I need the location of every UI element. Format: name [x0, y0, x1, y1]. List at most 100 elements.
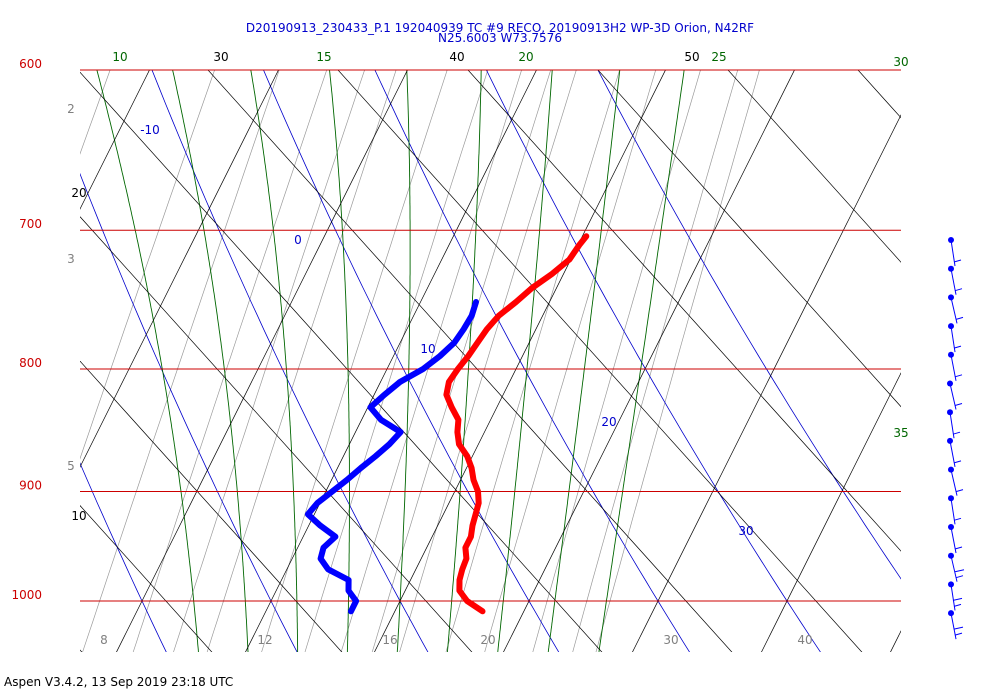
top-axis-label: 15 — [316, 50, 331, 64]
mixing-ratio-line — [261, 70, 448, 652]
isotherm-line — [80, 70, 150, 210]
mixing-ratio-line — [132, 70, 328, 652]
mixing-ratio-line — [595, 70, 760, 652]
wind-barb — [948, 466, 964, 496]
moist-adiabat-line — [250, 70, 299, 652]
diagonal-reference-line — [970, 50, 1000, 670]
wind-barb-flag — [954, 632, 963, 636]
mixing-ratio-line — [572, 70, 739, 652]
isotherm-line — [116, 70, 408, 652]
wind-barb — [948, 237, 962, 267]
wind-barb-flag — [954, 403, 963, 406]
wind-barb — [947, 437, 962, 467]
wind-barb — [948, 323, 962, 353]
top-axis-label: 10 — [112, 50, 127, 64]
top-axis-label: 25 — [711, 50, 726, 64]
isotherm-line — [374, 70, 666, 652]
wind-barb-flag — [952, 597, 963, 601]
wind-barb — [948, 265, 963, 295]
dry-adiabat-line — [597, 70, 901, 580]
dry-adiabat-line — [263, 70, 560, 652]
wind-barb — [948, 524, 963, 554]
mixing-ratio-label: 12 — [257, 633, 272, 647]
wind-barb-flag — [953, 345, 962, 349]
dry-adiabat-line — [0, 0, 40, 662]
moist-adiabat-label: 35 — [893, 426, 908, 440]
wind-barb-flag — [954, 374, 963, 378]
mixing-ratio-label: 40 — [797, 633, 812, 647]
mixing-ratio-line — [484, 70, 657, 652]
mixing-ratio-line — [206, 70, 397, 652]
diagonal-reference-line — [80, 216, 473, 652]
mixing-ratio-label: 20 — [480, 633, 495, 647]
dry-adiabat-line — [151, 70, 429, 652]
wind-barb — [948, 610, 964, 640]
mixing-ratio-label: 3 — [67, 252, 75, 266]
top-axis-label: 50 — [684, 50, 699, 64]
moist-adiabat-line — [547, 70, 621, 652]
wind-barb-flag — [953, 626, 964, 630]
isotherm-line — [890, 630, 901, 652]
grid-layer — [0, 0, 1000, 670]
mixing-ratio-line — [371, 70, 552, 652]
moist-adiabat-line — [497, 70, 553, 652]
mixing-ratio-line — [532, 70, 701, 652]
pressure-label-700: 700 — [19, 217, 42, 231]
isotherm-line — [0, 0, 56, 662]
wind-barb-flag — [954, 569, 965, 573]
temperature-profile — [443, 233, 590, 615]
moist-adiabat-line — [598, 70, 685, 652]
dry-adiabat-line — [485, 70, 821, 652]
mixing-ratio-line — [340, 70, 522, 652]
wind-barb — [948, 552, 965, 582]
theta-label: 0 — [294, 233, 302, 247]
moist-adiabat-line — [96, 70, 199, 652]
mixing-ratio-line — [80, 70, 215, 460]
mixing-ratio-label: 2 — [67, 102, 75, 116]
top-axis-label: 20 — [518, 50, 533, 64]
dry-adiabat-line — [80, 172, 298, 652]
wind-barb-flag — [953, 460, 962, 464]
diagonal-reference-line — [207, 70, 733, 652]
top-axis-label: 30 — [213, 50, 228, 64]
mixing-ratio-label: 16 — [382, 633, 397, 647]
mixing-ratio-label: 8 — [100, 633, 108, 647]
mixing-ratio-line — [173, 70, 365, 652]
wind-barb — [948, 581, 963, 611]
wind-barb — [948, 351, 963, 381]
diagonal-reference-line — [857, 70, 901, 119]
isotherm-line — [761, 372, 901, 652]
isotherm-line — [245, 70, 537, 652]
wind-barb-flag — [953, 259, 962, 263]
pressure-label-900: 900 — [19, 478, 42, 492]
top-axis-label: 30 — [893, 55, 908, 69]
theta-label: -10 — [140, 123, 160, 137]
diagonal-reference-line — [467, 70, 901, 552]
wind-barb-flag — [955, 316, 964, 320]
dewpoint-profile — [304, 299, 479, 615]
isotherm-line — [503, 70, 795, 652]
isotherm-line — [632, 114, 901, 652]
isotherm-line — [80, 70, 279, 468]
footer-text: Aspen V3.4.2, 13 Sep 2019 23:18 UTC — [4, 675, 234, 689]
moist-adiabat-line — [446, 70, 482, 652]
chart-title: D20190913_230433_P.1 192040939 TC #9 REC… — [245, 21, 755, 35]
isotherm-label: 10 — [71, 509, 86, 523]
pressure-label-800: 800 — [19, 356, 42, 370]
wind-barb-flag — [953, 603, 962, 607]
diagonal-reference-line — [80, 649, 83, 652]
mixing-ratio-line — [399, 70, 577, 652]
pressure-label-600: 600 — [19, 57, 42, 71]
mixing-ratio-line — [82, 70, 280, 652]
diagonal-reference-line — [80, 505, 213, 652]
diagonal-reference-line — [337, 70, 863, 652]
wind-barb-flag — [954, 288, 963, 292]
wind-barb — [947, 380, 963, 410]
dry-adiabat-line — [374, 70, 690, 652]
wind-barb — [948, 495, 962, 525]
wind-barb-flag — [955, 489, 964, 493]
top-axis-label: 40 — [449, 50, 464, 64]
diagonal-reference-line — [80, 360, 343, 652]
mixing-ratio-line — [80, 70, 111, 155]
